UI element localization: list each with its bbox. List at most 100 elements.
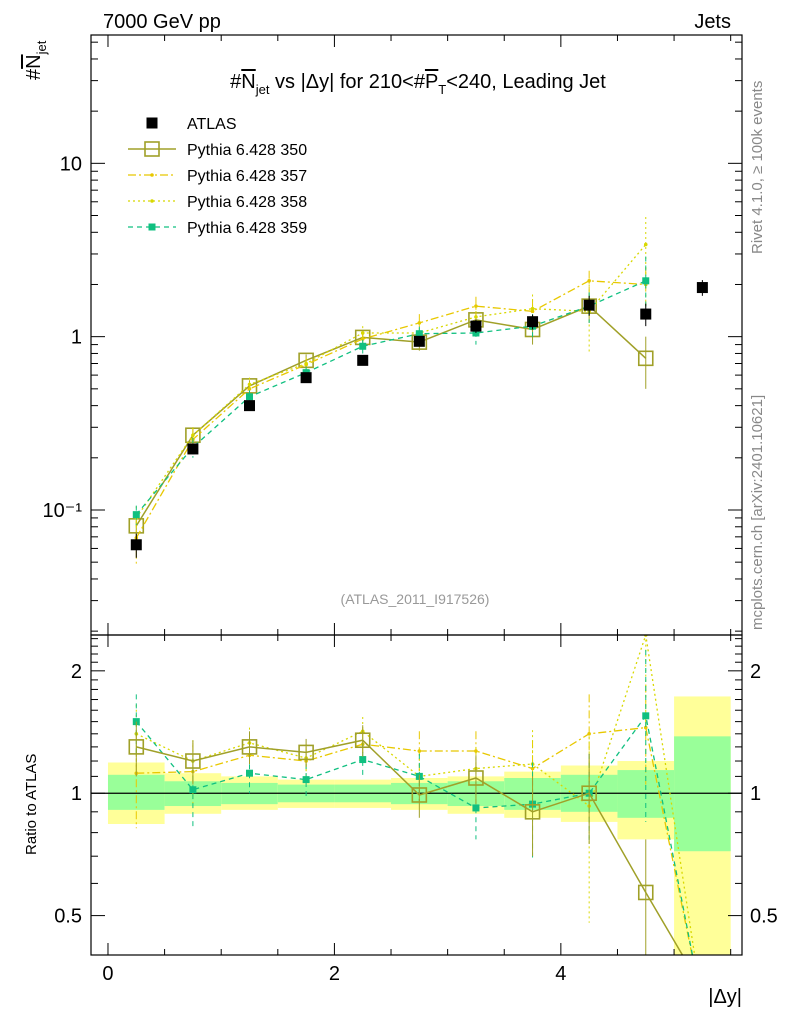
ratio-point-p350: [241, 739, 258, 755]
data-point: [130, 539, 142, 551]
side-rivet-label: Rivet 4.1.0, ≥ 100k events: [749, 81, 766, 254]
main-panel: [128, 217, 708, 564]
data-point: [696, 282, 708, 294]
main-point-p358: [191, 433, 195, 438]
axes-frames: 0 2 4 10⁻¹ 1 10 0.5 0.5 1 1 2 2: [43, 34, 778, 985]
legend-entry-p358: Pythia 6.428 358: [128, 194, 307, 211]
analysis-id-label: (ATLAS_2011_I917526): [341, 591, 490, 607]
main-point-p358: [304, 361, 308, 366]
header-left: 7000 GeV pp: [103, 11, 221, 33]
legend-marker-data: [146, 117, 158, 129]
main-point-p358: [530, 306, 535, 311]
main-y-tick-label: 1: [71, 327, 82, 349]
main-line-p359: [135, 280, 647, 516]
main-series-p358: [134, 217, 648, 532]
data-point: [187, 443, 199, 455]
ratio-y-tick-label-right: 2: [750, 661, 761, 683]
main-point-p358: [643, 242, 648, 247]
ratio-point-p350: [185, 753, 201, 769]
legend-entry-p350: Pythia 6.428 350: [128, 141, 307, 159]
main-point-p359: [359, 342, 367, 350]
legend-label-p359: Pythia 6.428 359: [187, 220, 307, 237]
main-series-p350: [128, 292, 654, 538]
legend-marker-p350: [144, 141, 160, 157]
ratio-panel: [91, 635, 742, 955]
ratio-point-p350: [468, 770, 484, 786]
x-tick-label: 0: [102, 963, 113, 985]
x-axis-label: |Δy|: [708, 986, 742, 1008]
ratio-series-p357: [134, 684, 693, 955]
main-line-p358: [135, 244, 647, 519]
data-point: [300, 372, 312, 384]
legend-entry-p357: Pythia 6.428 357: [128, 168, 307, 185]
legend-label-data: ATLAS: [187, 116, 237, 133]
ratio-point-p350: [354, 732, 371, 749]
ratio-point-p350: [411, 787, 428, 803]
main-point-p359: [415, 330, 423, 338]
data-point: [583, 299, 595, 311]
main-point-p359: [132, 511, 140, 519]
y-axis-label-ratio: Ratio to ATLAS: [23, 754, 40, 855]
ratio-point-p359: [359, 756, 367, 764]
ratio-point-p357: [474, 749, 478, 753]
main-series-data: [130, 280, 708, 558]
ratio-series-p359: [132, 650, 694, 955]
main-y-tick-label: 10⁻¹: [43, 500, 83, 522]
side-mcplots-label: mcplots.cern.ch [arXiv:2401.10621]: [749, 395, 766, 630]
header-right: Jets: [694, 11, 731, 33]
ratio-y-tick-label-right: 0.5: [750, 906, 778, 928]
ratio-series: [128, 635, 696, 955]
legend-label-p350: Pythia 6.428 350: [187, 142, 307, 159]
ratio-series-p350: [128, 721, 684, 955]
main-point-p358: [474, 315, 478, 319]
ratio-point-p350: [298, 744, 314, 761]
data-point: [244, 400, 256, 412]
legend-label-p357: Pythia 6.428 357: [187, 168, 307, 185]
ratio-point-p350: [637, 884, 654, 901]
legend-entry-data: ATLAS: [146, 116, 237, 133]
main-series-p359: [132, 256, 650, 525]
ratio-point-p357: [643, 725, 648, 730]
main-point-p357: [360, 337, 365, 341]
main-point-p358: [360, 331, 365, 335]
ratio-point-p350: [524, 804, 541, 820]
main-point-p358: [247, 382, 252, 387]
main-point-p350: [637, 350, 654, 367]
data-point: [640, 308, 652, 320]
ratio-point-p350: [128, 739, 145, 755]
x-tick-label: 4: [555, 963, 566, 985]
ratio-line-p350: [136, 739, 684, 955]
main-line-p357: [135, 280, 646, 539]
x-tick-label: 2: [329, 963, 340, 985]
main-y-tick-label: 10: [60, 153, 82, 175]
ratio-point-p359: [189, 786, 197, 794]
legend-marker-p357: [150, 173, 154, 177]
ratio-point-p359: [642, 712, 650, 720]
main-point-p359: [642, 277, 650, 285]
legend-marker-p358: [150, 199, 154, 203]
ratio-point-p357: [587, 732, 591, 736]
ratio-point-p359: [302, 776, 310, 784]
main-series-p357: [134, 267, 648, 564]
data-point: [413, 335, 425, 347]
main-point-p357: [587, 279, 591, 283]
ratio-point-p359: [246, 769, 254, 777]
data-point: [470, 320, 482, 332]
legend-label-p358: Pythia 6.428 358: [187, 194, 307, 211]
ratio-point-p350: [581, 785, 597, 802]
legend: ATLAS Pythia 6.428 350 Pythia 6.428 357 Pyt…: [128, 116, 307, 237]
main-point-p359: [246, 393, 254, 401]
ratio-y-tick-label: 2: [71, 661, 82, 683]
ratio-point-p357: [530, 766, 535, 771]
ratio-y-tick-label: 0.5: [54, 906, 82, 928]
ratio-y-tick-label-right: 1: [750, 783, 761, 805]
data-point: [527, 316, 539, 328]
ratio-point-p359: [472, 804, 480, 812]
ratio-frame: [90, 634, 743, 956]
y-axis-label-top: #Njet: [23, 40, 49, 80]
ratio-line-p359: [135, 714, 694, 955]
data-point: [357, 354, 369, 366]
legend-entry-p359: Pythia 6.428 359: [128, 220, 307, 237]
legend-marker-p359: [148, 223, 156, 231]
